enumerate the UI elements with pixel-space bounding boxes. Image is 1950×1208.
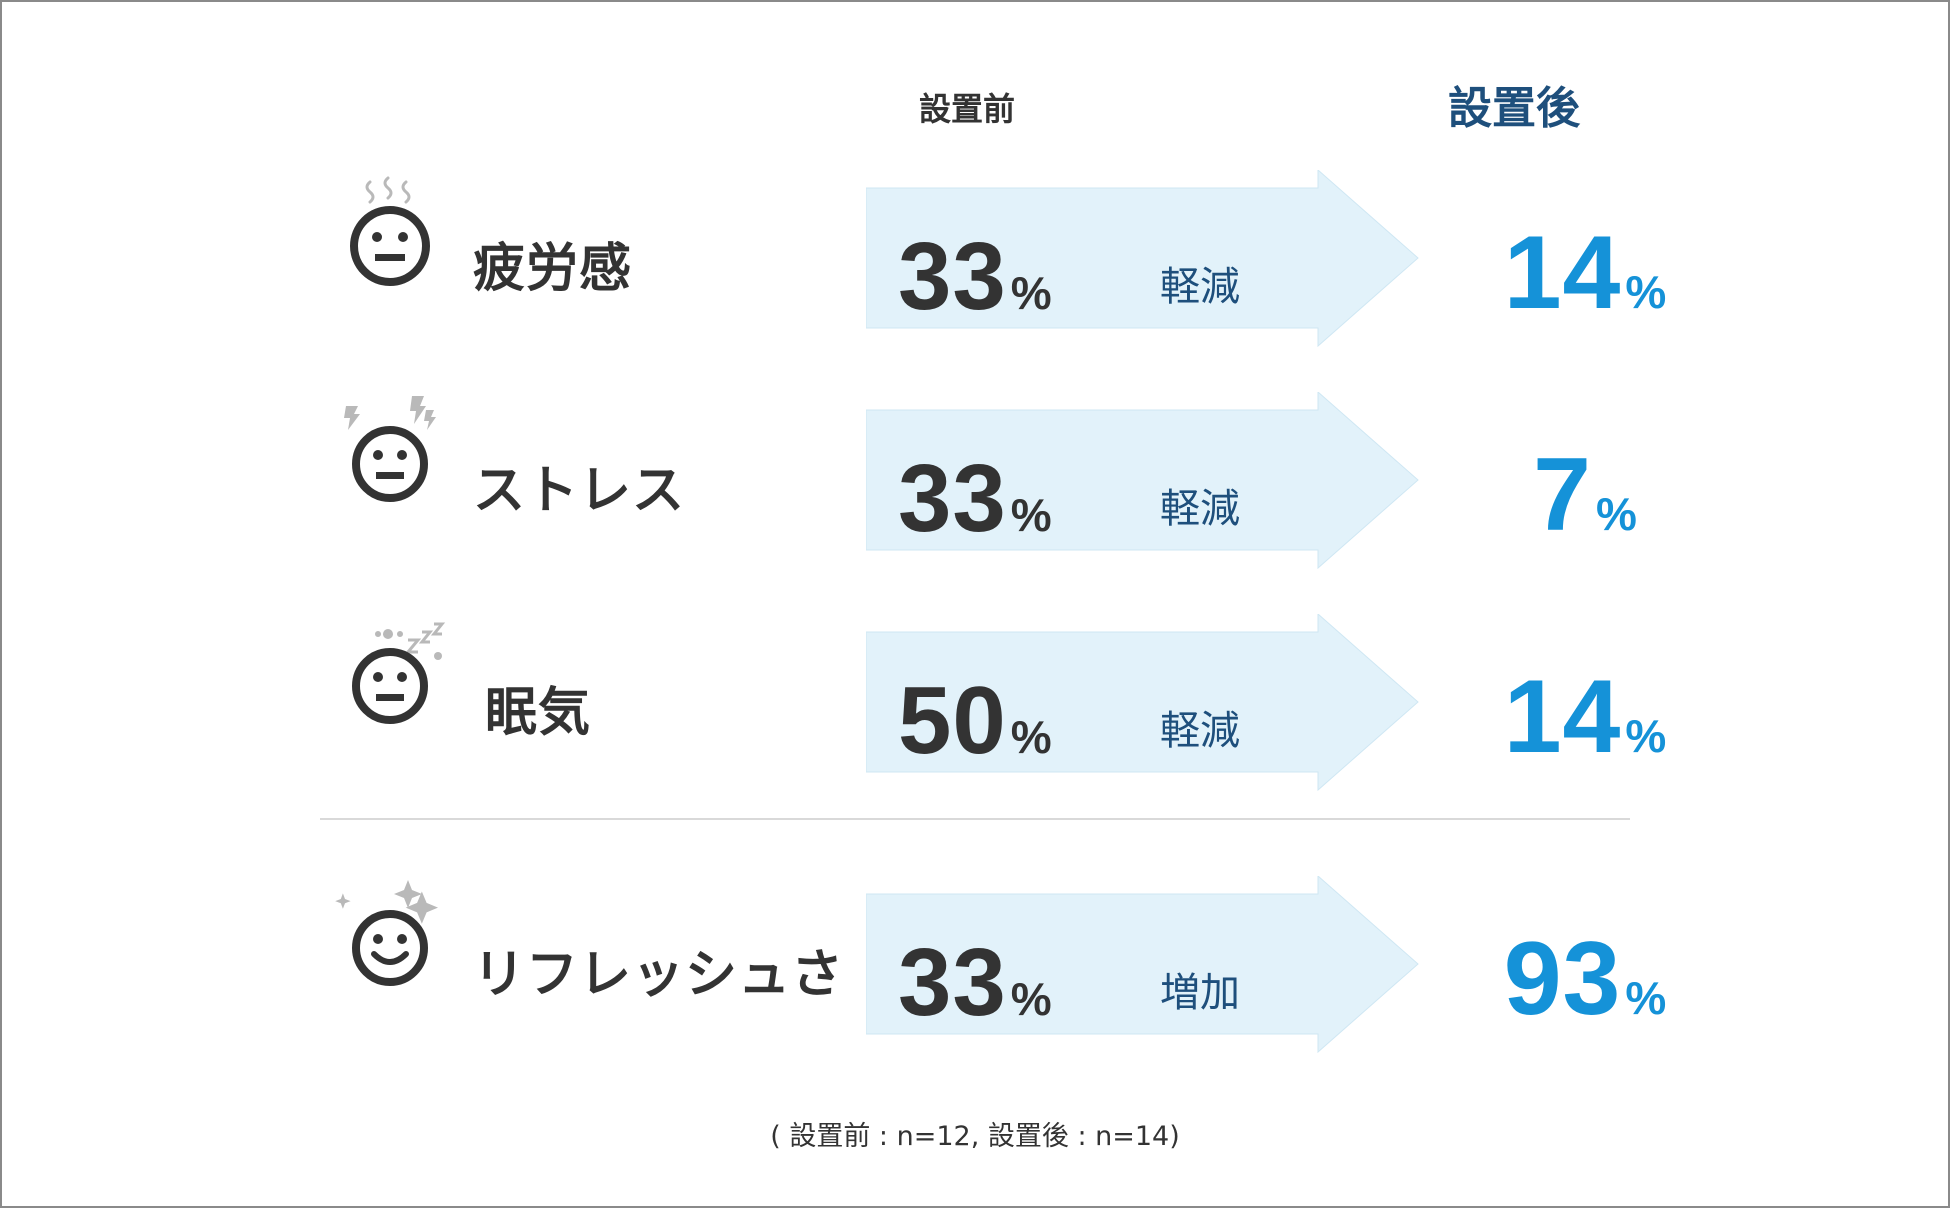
row-label: 眠気 [485,683,592,743]
value-after: 14% [1420,214,1750,333]
row-label: ストレス [473,461,686,521]
row-label: リフレッシュさ [473,945,845,1005]
header-after: 設置後 [1448,83,1580,134]
value-before: 33% [898,928,1052,1038]
smiling-face-icon [335,880,438,986]
value-before-unit: % [1010,267,1052,319]
value-before-number: 33 [898,223,1007,330]
sleepy-face-icon [352,622,446,724]
row-refreshment: リフレッシュさ 33% 増加 93% [0,876,1950,1056]
header-before: 設置前 [919,90,1016,128]
change-label: 軽減 [1160,708,1240,754]
value-after-number: 7 [1533,437,1592,553]
value-before-number: 33 [898,445,1007,552]
change-label: 軽減 [1160,264,1240,310]
arrow-bar [866,876,1419,1054]
row-fatigue: 疲労感 33% 軽減 14% [0,170,1950,350]
value-before: 33% [898,222,1052,332]
value-after-number: 93 [1503,921,1622,1037]
value-after-number: 14 [1503,659,1622,775]
value-after-number: 14 [1503,215,1622,331]
value-after-unit: % [1625,266,1667,318]
arrow-bar [866,170,1419,348]
change-label: 軽減 [1160,486,1240,532]
value-after-unit: % [1595,488,1637,540]
stressed-face-icon [344,396,436,502]
row-label: 疲労感 [473,239,633,299]
change-label: 増加 [1160,970,1240,1016]
value-before-unit: % [1010,711,1052,763]
value-before-unit: % [1010,973,1052,1025]
sample-size-footnote: ( 設置前 : n=12, 設置後 : n=14) [770,1121,1180,1152]
value-before-number: 50 [898,667,1007,774]
divider [320,818,1630,820]
value-before-unit: % [1010,489,1052,541]
value-after-unit: % [1625,710,1667,762]
value-after: 93% [1420,920,1750,1039]
value-before: 33% [898,444,1052,554]
value-after-unit: % [1625,972,1667,1024]
arrow-bar [866,392,1419,570]
value-after: 7% [1420,436,1750,555]
value-after: 14% [1420,658,1750,777]
row-sleepiness: 眠気 50% 軽減 14% [0,614,1950,794]
value-before: 50% [898,666,1052,776]
arrow-bar [866,614,1419,792]
tired-face-icon [350,176,430,286]
value-before-number: 33 [898,929,1007,1036]
row-stress: ストレス 33% 軽減 7% [0,392,1950,572]
